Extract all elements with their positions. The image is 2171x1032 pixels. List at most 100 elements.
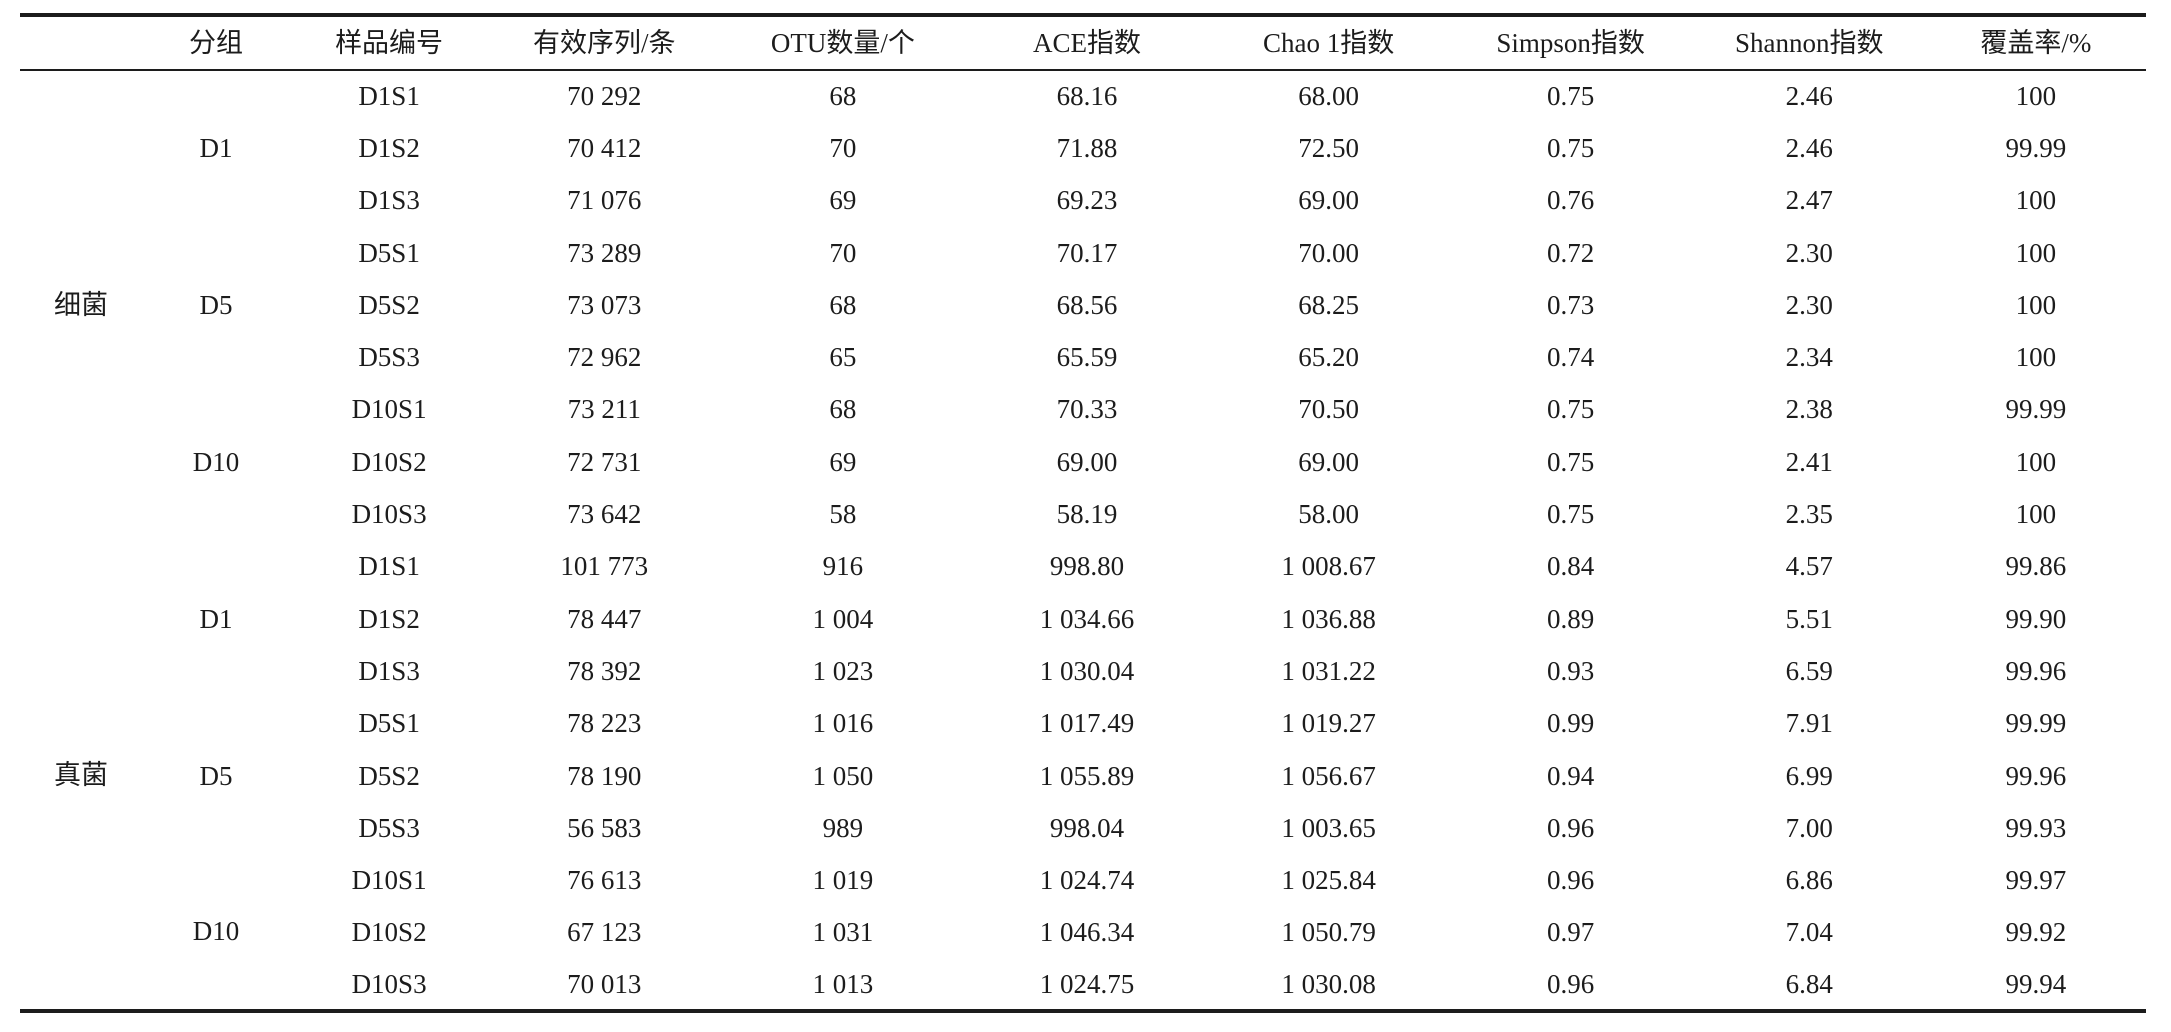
value-cell: 1 031.22	[1281, 655, 1376, 686]
value-cell: 99.99	[2005, 132, 2067, 163]
value-cell: 99.86	[2005, 551, 2067, 582]
value-cell: 2.46	[1785, 81, 1833, 112]
sample-id-cell: D10S3	[351, 968, 427, 999]
value-cell: 71.88	[1056, 132, 1118, 163]
value-cell: 1 008.67	[1281, 551, 1376, 582]
col-header-simpson-index: Simpson指数	[1448, 15, 1693, 71]
value-cell: 70.17	[1056, 237, 1118, 268]
value-cell: 73 211	[567, 394, 641, 425]
value-cell: 0.73	[1547, 289, 1595, 320]
value-cell: 2.38	[1785, 394, 1833, 425]
sample-id-cell: D5S3	[358, 812, 420, 843]
value-cell: 70.33	[1056, 394, 1118, 425]
value-cell: 78 447	[567, 603, 642, 634]
category-cell: 细菌	[54, 290, 109, 321]
sample-id-cell: D1S1	[358, 81, 420, 112]
value-cell: 76 613	[567, 865, 642, 896]
sample-id-cell: D1S3	[358, 655, 420, 686]
value-cell: 5.51	[1785, 603, 1833, 634]
value-cell: 78 392	[567, 655, 642, 686]
value-cell: 1 050	[812, 760, 874, 791]
value-cell: 100	[2015, 342, 2057, 373]
sample-id-cell: D1S2	[358, 603, 420, 634]
col-header-chao1-index: Chao 1指数	[1208, 15, 1449, 71]
table-row: 细菌 D1 D1S1 70 292 68 68.16 68.00 0.75 2.46 100	[20, 70, 2146, 319]
table-row: D10 D10S1 73 211 68 70.33 70.50 0.75 2.38 99.99	[20, 384, 2146, 475]
group-cell: D10	[192, 446, 240, 477]
value-cell: 2.30	[1785, 289, 1833, 320]
value-cell: 0.84	[1547, 551, 1595, 582]
value-cell: 4.57	[1785, 551, 1833, 582]
group-cell: D5	[199, 760, 233, 791]
table-row: 真菌 D1 D1S1 101 773 916 998.80 1 008.67 0.84 4.57…	[20, 541, 2146, 788]
value-cell: 78 223	[567, 708, 642, 739]
value-cell: 1 034.66	[1039, 603, 1135, 634]
value-cell: 58.00	[1298, 499, 1359, 530]
value-cell: 100	[2015, 237, 2057, 268]
sample-id-cell: D5S3	[358, 342, 420, 373]
value-cell: 7.00	[1785, 812, 1833, 843]
table-row: D5S3 56 583 989 998.04 1 003.65 0.96 7.00 99.93	[20, 802, 2146, 854]
value-cell: 100	[2015, 499, 2057, 530]
value-cell: 70.50	[1298, 394, 1359, 425]
col-header-category	[20, 15, 143, 71]
value-cell: 0.76	[1547, 185, 1595, 216]
value-cell: 73 642	[567, 499, 642, 530]
value-cell: 65.59	[1056, 342, 1118, 373]
value-cell: 6.84	[1785, 968, 1833, 999]
value-cell: 69.23	[1056, 185, 1118, 216]
value-cell: 1 025.84	[1281, 865, 1376, 896]
value-cell: 69.00	[1056, 446, 1118, 477]
table-body: 细菌 D1 D1S1 70 292 68 68.16 68.00 0.75 2.46 100 D1S…	[20, 70, 2146, 1011]
table-row: D10 D10S1 76 613 1 019 1 024.74 1 025.84 0.96 6…	[20, 854, 2146, 945]
value-cell: 72.50	[1298, 132, 1359, 163]
table-row: D5 D5S1 78 223 1 016 1 017.49 1 019.27 0.99 7.9…	[20, 698, 2146, 789]
value-cell: 58.19	[1056, 499, 1118, 530]
value-cell: 1 023	[812, 655, 874, 686]
value-cell: 99.99	[2005, 708, 2067, 739]
table-row: D5S3 72 962 65 65.59 65.20 0.74 2.34 100	[20, 331, 2146, 383]
sample-id-cell: D5S1	[358, 708, 420, 739]
value-cell: 70	[829, 237, 857, 268]
table-header-row: 分组 样品编号 有效序列/条 OTU数量/个 ACE指数 Chao 1指数 Si…	[20, 15, 2146, 71]
value-cell: 99.99	[2005, 394, 2067, 425]
value-cell: 78 190	[567, 760, 642, 791]
value-cell: 56 583	[567, 812, 642, 843]
sample-id-cell: D5S2	[358, 760, 420, 791]
col-header-sample-id: 样品编号	[290, 15, 489, 71]
value-cell: 2.46	[1785, 132, 1833, 163]
sample-id-cell: D10S2	[351, 917, 427, 948]
value-cell: 1 024.75	[1039, 968, 1135, 999]
value-cell: 0.96	[1547, 865, 1595, 896]
value-cell: 99.96	[2005, 760, 2067, 791]
value-cell: 72 962	[567, 342, 642, 373]
value-cell: 1 031	[812, 917, 874, 948]
value-cell: 2.30	[1785, 237, 1833, 268]
value-cell: 71 076	[567, 185, 642, 216]
table-row: D1S3 71 076 69 69.23 69.00 0.76 2.47 100	[20, 175, 2146, 227]
value-cell: 69.00	[1298, 446, 1359, 477]
value-cell: 0.74	[1547, 342, 1595, 373]
value-cell: 73 073	[567, 289, 642, 320]
value-cell: 1 046.34	[1039, 917, 1135, 948]
table-row: D1S3 78 392 1 023 1 030.04 1 031.22 0.93 6.59 9…	[20, 645, 2146, 697]
group-cell: D1	[199, 133, 233, 164]
table-row: D1S2 78 447 1 004 1 034.66 1 036.88 0.89 5.51 9…	[20, 593, 2146, 645]
value-cell: 1 016	[812, 708, 874, 739]
value-cell: 70 412	[567, 132, 642, 163]
value-cell: 99.93	[2005, 812, 2067, 843]
value-cell: 99.97	[2005, 865, 2067, 896]
value-cell: 2.41	[1785, 446, 1833, 477]
col-header-group: 分组	[142, 15, 290, 71]
sample-id-cell: D1S3	[358, 185, 420, 216]
value-cell: 99.96	[2005, 655, 2067, 686]
diversity-index-table: 分组 样品编号 有效序列/条 OTU数量/个 ACE指数 Chao 1指数 Si…	[20, 13, 2146, 1014]
value-cell: 0.89	[1547, 603, 1595, 634]
value-cell: 72 731	[567, 446, 642, 477]
value-cell: 100	[2015, 185, 2057, 216]
value-cell: 100	[2015, 446, 2057, 477]
value-cell: 1 019.27	[1281, 708, 1376, 739]
value-cell: 1 055.89	[1039, 760, 1135, 791]
value-cell: 99.94	[2005, 968, 2067, 999]
sample-id-cell: D1S2	[358, 132, 420, 163]
